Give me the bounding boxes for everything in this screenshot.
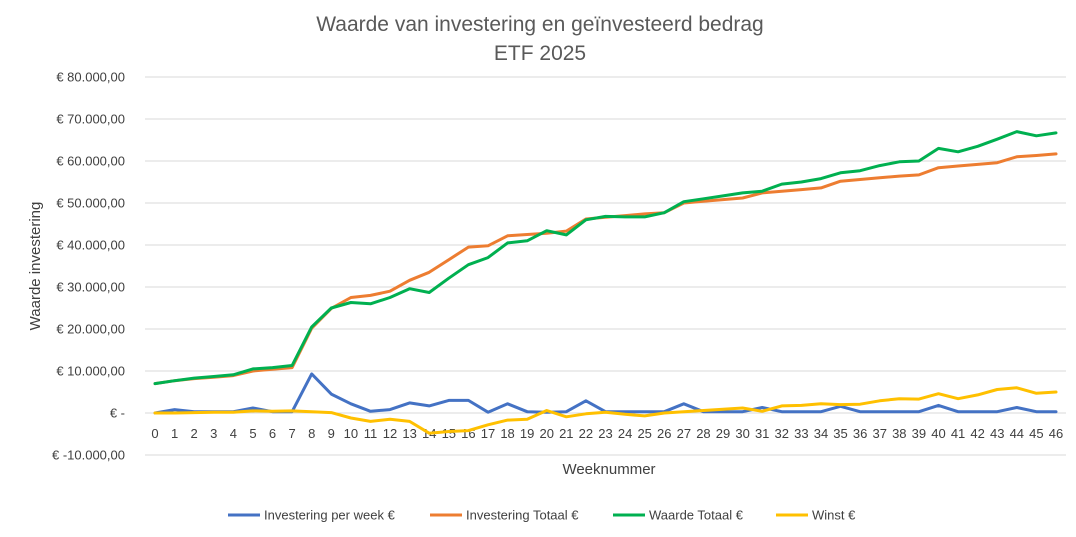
x-tick-label: 39 <box>912 426 926 441</box>
x-tick-label: 46 <box>1049 426 1063 441</box>
x-tick-label: 45 <box>1029 426 1043 441</box>
x-tick-label: 0 <box>151 426 158 441</box>
x-tick-label: 3 <box>210 426 217 441</box>
series-line <box>153 130 1058 386</box>
x-tick-label: 29 <box>716 426 730 441</box>
legend-label: Investering Totaal € <box>466 508 579 523</box>
legend-label: Waarde Totaal € <box>649 508 744 523</box>
x-axis-tick-labels: 0 1 2 3 4 5 6 7 8 9 10 11 12 13 14 15 16 17 18 19 20 21 22 23 24… <box>151 426 1063 441</box>
y-tick-label: € 70.000,00 <box>56 112 125 127</box>
x-tick-label: 19 <box>520 426 534 441</box>
x-axis-label: Weeknummer <box>562 461 655 478</box>
y-tick-label: € 50.000,00 <box>56 196 125 211</box>
series-lines <box>153 130 1058 435</box>
chart-subtitle: ETF 2025 <box>494 42 586 65</box>
y-tick-label: € 20.000,00 <box>56 322 125 337</box>
x-tick-label: 34 <box>814 426 828 441</box>
x-tick-label: 24 <box>618 426 632 441</box>
x-tick-label: 26 <box>657 426 671 441</box>
y-tick-label: € 60.000,00 <box>56 154 125 169</box>
x-tick-label: 43 <box>990 426 1004 441</box>
x-tick-label: 44 <box>1010 426 1024 441</box>
x-tick-label: 27 <box>677 426 691 441</box>
x-tick-label: 22 <box>579 426 593 441</box>
legend: Investering per week € Investering Totaal… <box>228 508 856 523</box>
series-line <box>153 152 1058 386</box>
x-tick-label: 17 <box>481 426 495 441</box>
x-tick-label: 2 <box>191 426 198 441</box>
x-tick-label: 41 <box>951 426 965 441</box>
series-line <box>153 372 1058 415</box>
x-tick-label: 9 <box>328 426 335 441</box>
x-tick-label: 11 <box>364 426 378 441</box>
gridlines <box>145 76 1066 456</box>
x-tick-label: 28 <box>696 426 710 441</box>
x-tick-label: 31 <box>755 426 769 441</box>
y-tick-label: € -10.000,00 <box>52 448 125 463</box>
x-tick-label: 18 <box>500 426 514 441</box>
x-tick-label: 15 <box>442 426 456 441</box>
x-tick-label: 20 <box>540 426 554 441</box>
x-tick-label: 37 <box>872 426 886 441</box>
legend-label: Winst € <box>812 508 856 523</box>
x-tick-label: 38 <box>892 426 906 441</box>
y-axis-tick-labels: € 80.000,00 € 70.000,00 € 60.000,00 € 50.00… <box>52 70 125 463</box>
x-tick-label: 30 <box>735 426 749 441</box>
x-tick-label: 13 <box>402 426 416 441</box>
x-tick-label: 8 <box>308 426 315 441</box>
x-tick-label: 36 <box>853 426 867 441</box>
legend-label: Investering per week € <box>264 508 396 523</box>
x-tick-label: 5 <box>249 426 256 441</box>
x-tick-label: 4 <box>230 426 237 441</box>
y-tick-label: € 80.000,00 <box>56 70 125 85</box>
x-tick-label: 42 <box>970 426 984 441</box>
y-tick-label: € - <box>110 406 125 421</box>
x-tick-label: 1 <box>171 426 178 441</box>
x-tick-label: 21 <box>559 426 573 441</box>
y-tick-label: € 40.000,00 <box>56 238 125 253</box>
series-line <box>153 386 1058 435</box>
y-axis-label: Waarde investering <box>27 202 44 331</box>
x-tick-label: 12 <box>383 426 397 441</box>
x-tick-label: 32 <box>775 426 789 441</box>
x-tick-label: 7 <box>288 426 295 441</box>
x-tick-label: 40 <box>931 426 945 441</box>
y-tick-label: € 10.000,00 <box>56 364 125 379</box>
x-tick-label: 10 <box>344 426 358 441</box>
chart-title: Waarde van investering en geïnvesteerd b… <box>316 13 764 36</box>
x-tick-label: 33 <box>794 426 808 441</box>
y-tick-label: € 30.000,00 <box>56 280 125 295</box>
x-tick-label: 23 <box>598 426 612 441</box>
x-tick-label: 25 <box>637 426 651 441</box>
x-tick-label: 6 <box>269 426 276 441</box>
x-tick-label: 35 <box>833 426 847 441</box>
